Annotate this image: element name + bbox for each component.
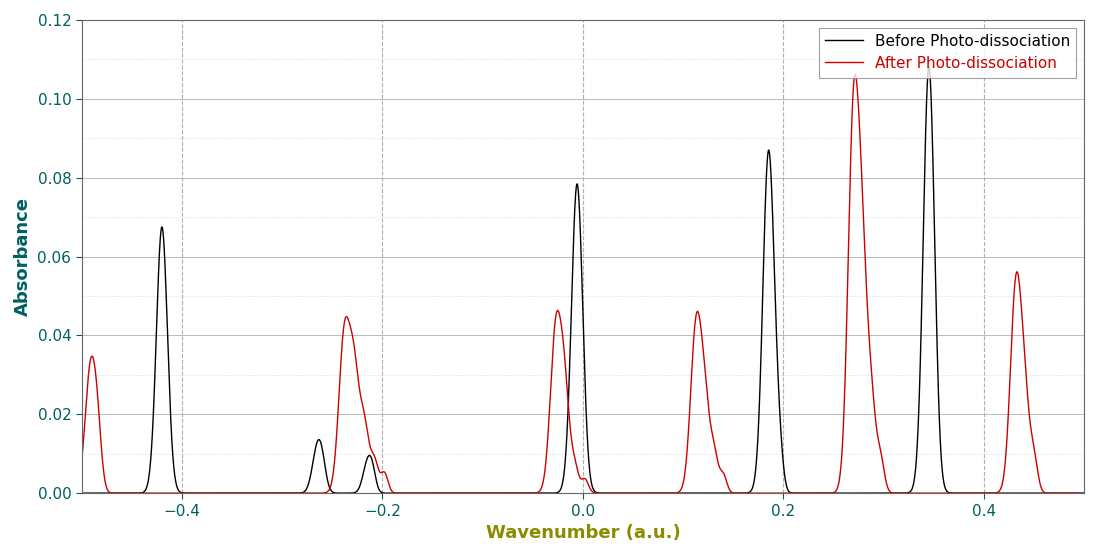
Before Photo-dissociation — [922, 63, 935, 70]
After Photo-dissociation — [928, 490, 941, 497]
Before Photo-dissociation — [962, 490, 975, 497]
Before Photo-dissociation — [75, 490, 88, 497]
Y-axis label: Absorbance: Absorbance — [14, 197, 32, 316]
Line: Before Photo-dissociation: Before Photo-dissociation — [81, 67, 1084, 493]
Before Photo-dissociation — [1077, 490, 1090, 497]
Line: After Photo-dissociation: After Photo-dissociation — [81, 75, 1084, 493]
After Photo-dissociation — [849, 71, 862, 78]
After Photo-dissociation — [962, 490, 975, 497]
X-axis label: Wavenumber (a.u.): Wavenumber (a.u.) — [485, 524, 681, 542]
After Photo-dissociation — [827, 489, 840, 496]
After Photo-dissociation — [75, 456, 88, 463]
Before Photo-dissociation — [827, 490, 840, 497]
After Photo-dissociation — [187, 490, 200, 497]
Before Photo-dissociation — [928, 221, 941, 227]
After Photo-dissociation — [211, 490, 224, 497]
After Photo-dissociation — [889, 490, 903, 497]
Before Photo-dissociation — [187, 490, 200, 497]
After Photo-dissociation — [1077, 490, 1090, 497]
Legend: Before Photo-dissociation, After Photo-dissociation: Before Photo-dissociation, After Photo-d… — [819, 28, 1076, 77]
Before Photo-dissociation — [889, 490, 903, 497]
Before Photo-dissociation — [396, 490, 410, 497]
After Photo-dissociation — [396, 490, 410, 497]
